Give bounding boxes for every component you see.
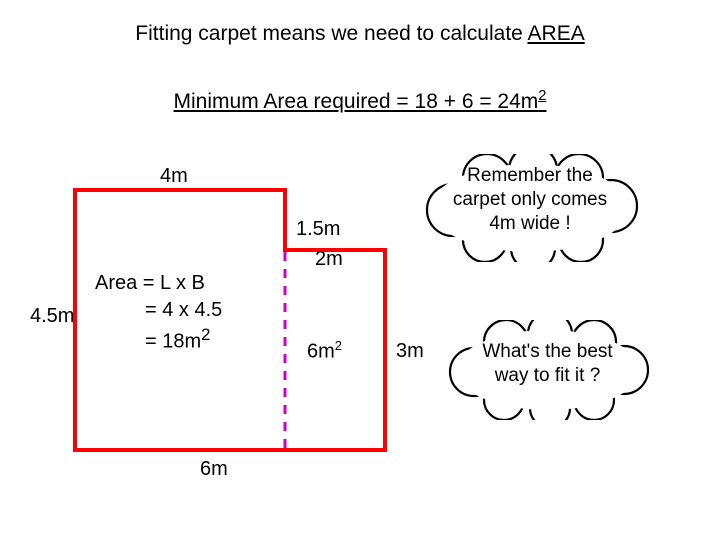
cloud-remember: Remember the carpet only comes 4m wide ! xyxy=(415,154,645,262)
label-cut-top: 1.5m xyxy=(296,218,340,241)
cloud1-l3: 4m wide ! xyxy=(419,212,641,236)
label-top: 4m xyxy=(160,165,188,188)
subtitle-exp: 2 xyxy=(538,88,546,104)
small-area-val: 6m xyxy=(307,341,335,363)
subtitle-text: Minimum Area required = 18 + 6 = 24m xyxy=(174,90,539,113)
calc-line-1: Area = L x B xyxy=(95,270,222,297)
label-small-area: 6m2 xyxy=(307,338,342,364)
cloud2-l1: What's the best xyxy=(444,340,651,364)
diagram-area: 4m 4.5m 1.5m 2m 3m 6m 6m2 Area = L x B =… xyxy=(40,160,680,520)
label-right: 3m xyxy=(396,340,424,363)
cloud1-l1: Remember the xyxy=(419,164,641,188)
cloud2-l2: way to fit it ? xyxy=(444,364,651,388)
calc-line-3: = 18m2 xyxy=(95,324,222,356)
title-keyword: AREA xyxy=(528,22,585,45)
area-calc: Area = L x B = 4 x 4.5 = 18m2 xyxy=(95,270,222,356)
label-bottom: 6m xyxy=(200,458,228,481)
label-cut-right: 2m xyxy=(315,248,343,271)
calc-l3-prefix: = 18m xyxy=(95,331,201,353)
page-title: Fitting carpet means we need to calculat… xyxy=(0,22,720,46)
label-left: 4.5m xyxy=(30,305,74,328)
cloud1-l2: carpet only comes xyxy=(419,188,641,212)
calc-l3-exp: 2 xyxy=(201,325,210,344)
title-prefix: Fitting carpet means we need to calculat… xyxy=(135,22,527,45)
calc-line-2: = 4 x 4.5 xyxy=(95,297,222,324)
subtitle: Minimum Area required = 18 + 6 = 24m2 xyxy=(0,88,720,114)
cloud-bestway: What's the best way to fit it ? xyxy=(440,320,655,420)
small-area-exp: 2 xyxy=(335,338,342,353)
